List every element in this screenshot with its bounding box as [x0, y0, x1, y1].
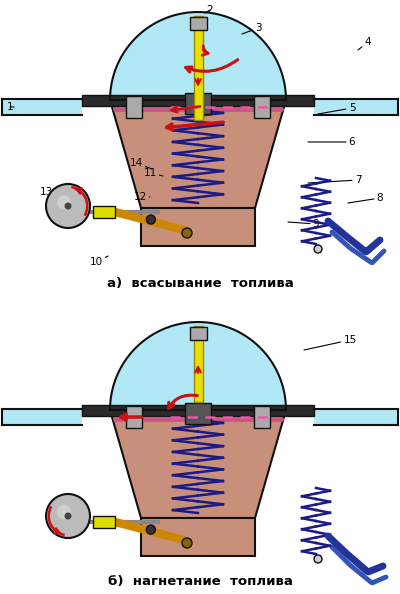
Bar — [93, 206, 115, 218]
Bar — [254, 96, 270, 118]
Polygon shape — [110, 100, 286, 208]
Bar — [141, 208, 255, 246]
Text: 10: 10 — [90, 256, 108, 267]
Text: 2: 2 — [205, 5, 213, 15]
Polygon shape — [110, 410, 286, 518]
Circle shape — [64, 203, 72, 210]
Circle shape — [314, 555, 322, 563]
Text: б)  нагнетание  топлива: б) нагнетание топлива — [108, 574, 292, 587]
Text: 14: 14 — [129, 158, 152, 169]
Circle shape — [64, 513, 72, 520]
Text: 7: 7 — [308, 175, 361, 185]
Bar — [314, 99, 398, 115]
Bar — [314, 409, 398, 425]
Circle shape — [146, 215, 155, 224]
Text: 15: 15 — [304, 335, 357, 350]
Text: 12: 12 — [133, 192, 150, 202]
Text: 4: 4 — [358, 37, 371, 50]
Text: 9: 9 — [288, 219, 319, 229]
Bar — [82, 405, 314, 415]
Text: 6: 6 — [308, 137, 355, 147]
Bar — [185, 93, 211, 114]
Bar — [2, 409, 82, 425]
Circle shape — [46, 494, 90, 538]
Circle shape — [146, 525, 155, 534]
Circle shape — [314, 245, 322, 253]
Bar — [194, 326, 202, 402]
Bar — [82, 94, 314, 106]
Text: 8: 8 — [348, 193, 383, 203]
Bar — [126, 406, 142, 428]
Polygon shape — [110, 12, 286, 100]
Polygon shape — [110, 322, 286, 410]
Circle shape — [57, 195, 71, 209]
Bar — [185, 403, 211, 424]
Text: 3: 3 — [242, 23, 261, 34]
Circle shape — [182, 538, 192, 548]
Text: 5: 5 — [318, 103, 355, 114]
Bar — [190, 327, 206, 340]
Circle shape — [46, 184, 90, 228]
Bar — [126, 96, 142, 118]
Bar — [141, 518, 255, 556]
Text: 1: 1 — [7, 102, 14, 112]
Bar — [194, 16, 202, 119]
Bar — [2, 99, 82, 115]
Circle shape — [182, 228, 192, 238]
Bar — [254, 406, 270, 428]
Text: 11: 11 — [143, 168, 163, 178]
Bar — [190, 17, 206, 30]
Circle shape — [57, 505, 71, 519]
Text: 13: 13 — [39, 187, 70, 197]
Bar — [93, 516, 115, 528]
Text: а)  всасывание  топлива: а) всасывание топлива — [107, 277, 293, 290]
